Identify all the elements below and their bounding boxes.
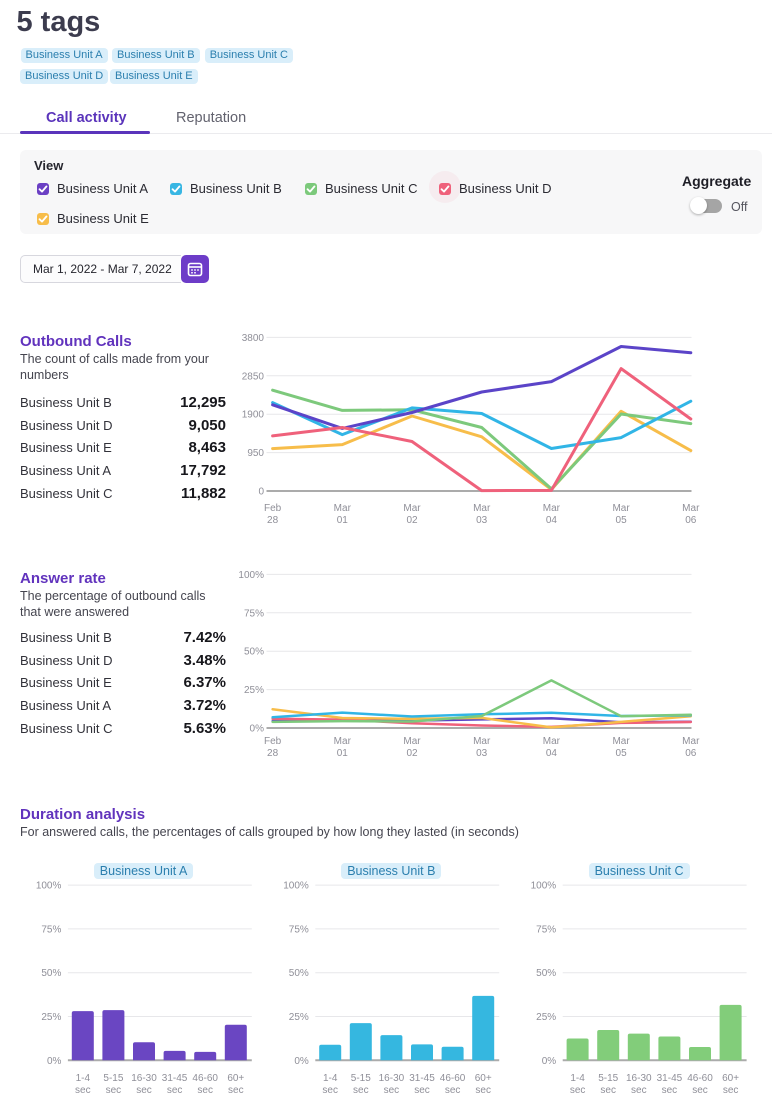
svg-text:sec: sec xyxy=(445,1085,461,1096)
svg-text:0: 0 xyxy=(258,487,264,498)
svg-text:sec: sec xyxy=(475,1085,491,1096)
svg-text:5-15: 5-15 xyxy=(103,1073,123,1084)
svg-text:28: 28 xyxy=(267,748,279,759)
svg-text:Mar: Mar xyxy=(403,736,421,747)
svg-text:0%: 0% xyxy=(294,1056,309,1067)
svg-text:1-4: 1-4 xyxy=(570,1073,585,1084)
svg-text:06: 06 xyxy=(685,515,697,526)
svg-text:03: 03 xyxy=(476,748,488,759)
svg-text:3800: 3800 xyxy=(242,333,265,344)
svg-text:04: 04 xyxy=(546,748,558,759)
svg-text:sec: sec xyxy=(75,1085,91,1096)
svg-text:16-30: 16-30 xyxy=(379,1073,405,1084)
svg-text:sec: sec xyxy=(600,1085,616,1096)
svg-text:Mar: Mar xyxy=(473,736,491,747)
svg-text:sec: sec xyxy=(167,1085,183,1096)
svg-text:28: 28 xyxy=(267,515,279,526)
svg-text:16-30: 16-30 xyxy=(131,1073,157,1084)
svg-text:46-60: 46-60 xyxy=(192,1073,218,1084)
svg-text:31-45: 31-45 xyxy=(409,1073,435,1084)
svg-text:31-45: 31-45 xyxy=(657,1073,683,1084)
svg-text:sec: sec xyxy=(136,1085,152,1096)
svg-text:05: 05 xyxy=(616,515,628,526)
svg-text:75%: 75% xyxy=(244,608,264,619)
svg-text:25%: 25% xyxy=(41,1012,61,1023)
svg-text:60+: 60+ xyxy=(227,1073,244,1084)
svg-text:sec: sec xyxy=(322,1085,338,1096)
svg-text:100%: 100% xyxy=(238,570,264,581)
svg-text:5-15: 5-15 xyxy=(598,1073,618,1084)
svg-text:04: 04 xyxy=(546,515,558,526)
svg-text:01: 01 xyxy=(337,748,349,759)
svg-text:50%: 50% xyxy=(244,647,264,658)
svg-text:75%: 75% xyxy=(289,924,309,935)
svg-text:sec: sec xyxy=(570,1085,586,1096)
svg-text:1-4: 1-4 xyxy=(323,1073,338,1084)
svg-text:75%: 75% xyxy=(41,924,61,935)
svg-text:0%: 0% xyxy=(47,1056,62,1067)
svg-text:16-30: 16-30 xyxy=(626,1073,652,1084)
svg-text:02: 02 xyxy=(406,748,418,759)
svg-text:Mar: Mar xyxy=(334,736,352,747)
svg-text:25%: 25% xyxy=(289,1012,309,1023)
svg-text:Mar: Mar xyxy=(612,503,630,514)
svg-text:Mar: Mar xyxy=(612,736,630,747)
svg-text:Mar: Mar xyxy=(334,503,352,514)
svg-text:sec: sec xyxy=(723,1085,739,1096)
svg-text:1-4: 1-4 xyxy=(76,1073,91,1084)
svg-text:Feb: Feb xyxy=(264,503,282,514)
svg-text:60+: 60+ xyxy=(475,1073,492,1084)
svg-text:Mar: Mar xyxy=(473,503,491,514)
svg-text:sec: sec xyxy=(692,1085,708,1096)
svg-text:950: 950 xyxy=(247,448,264,459)
svg-text:sec: sec xyxy=(106,1085,122,1096)
svg-text:46-60: 46-60 xyxy=(440,1073,466,1084)
svg-text:100%: 100% xyxy=(36,881,62,892)
svg-text:Mar: Mar xyxy=(403,503,421,514)
svg-text:03: 03 xyxy=(476,515,488,526)
svg-text:100%: 100% xyxy=(283,881,309,892)
svg-text:0%: 0% xyxy=(250,724,265,735)
svg-text:Mar: Mar xyxy=(543,503,561,514)
svg-text:01: 01 xyxy=(337,515,349,526)
svg-text:sec: sec xyxy=(631,1085,647,1096)
svg-text:sec: sec xyxy=(197,1085,213,1096)
svg-text:1900: 1900 xyxy=(242,410,265,421)
svg-text:2850: 2850 xyxy=(242,371,265,382)
svg-text:sec: sec xyxy=(353,1085,369,1096)
svg-text:sec: sec xyxy=(414,1085,430,1096)
svg-text:50%: 50% xyxy=(536,968,556,979)
svg-text:50%: 50% xyxy=(289,968,309,979)
svg-text:02: 02 xyxy=(406,515,418,526)
svg-text:46-60: 46-60 xyxy=(687,1073,713,1084)
svg-text:25%: 25% xyxy=(536,1012,556,1023)
svg-text:sec: sec xyxy=(228,1085,244,1096)
svg-text:05: 05 xyxy=(616,748,628,759)
svg-text:100%: 100% xyxy=(531,881,557,892)
svg-text:Mar: Mar xyxy=(682,503,700,514)
svg-text:5-15: 5-15 xyxy=(351,1073,371,1084)
svg-text:50%: 50% xyxy=(41,968,61,979)
svg-text:75%: 75% xyxy=(536,924,556,935)
svg-text:sec: sec xyxy=(662,1085,678,1096)
svg-text:Mar: Mar xyxy=(682,736,700,747)
svg-text:60+: 60+ xyxy=(722,1073,739,1084)
svg-text:0%: 0% xyxy=(542,1056,557,1067)
svg-text:25%: 25% xyxy=(244,685,264,696)
svg-text:31-45: 31-45 xyxy=(162,1073,188,1084)
svg-text:Mar: Mar xyxy=(543,736,561,747)
svg-text:Feb: Feb xyxy=(264,736,282,747)
svg-text:06: 06 xyxy=(685,748,697,759)
svg-text:sec: sec xyxy=(384,1085,400,1096)
